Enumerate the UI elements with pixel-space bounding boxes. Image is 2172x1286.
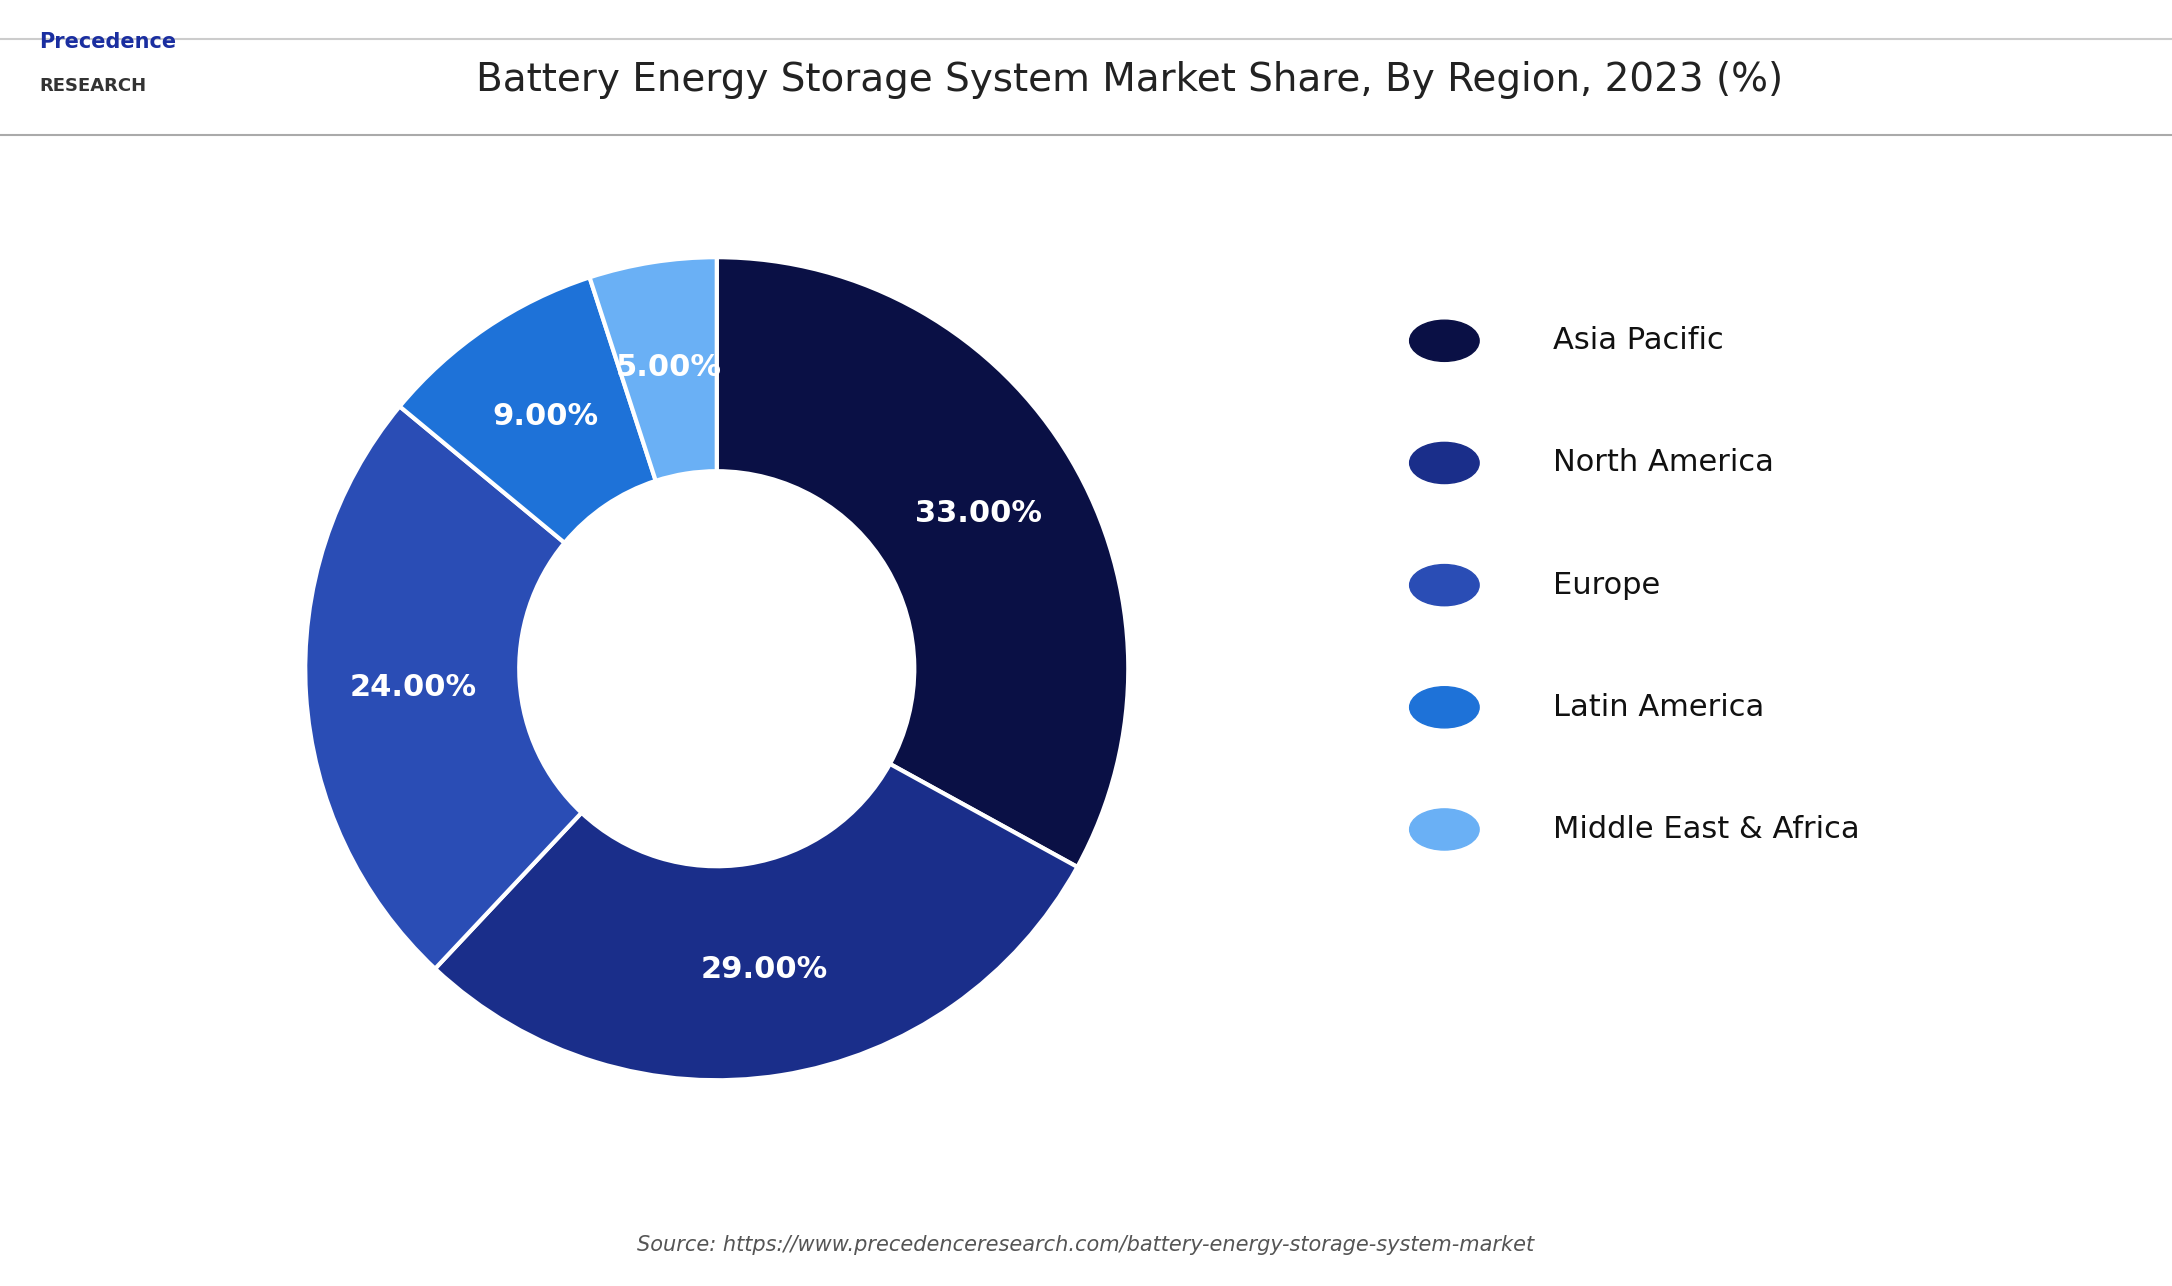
Text: Precedence: Precedence [39, 32, 176, 53]
Text: 9.00%: 9.00% [493, 403, 599, 431]
Text: RESEARCH: RESEARCH [39, 77, 146, 95]
Text: Battery Energy Storage System Market Share, By Region, 2023 (%): Battery Energy Storage System Market Sha… [476, 60, 1783, 99]
Wedge shape [306, 406, 582, 968]
Text: North America: North America [1553, 449, 1775, 477]
Text: 33.00%: 33.00% [914, 499, 1043, 529]
Wedge shape [434, 764, 1077, 1080]
Text: Asia Pacific: Asia Pacific [1553, 327, 1725, 355]
Wedge shape [400, 278, 656, 543]
Text: 5.00%: 5.00% [617, 354, 721, 382]
Text: 24.00%: 24.00% [350, 674, 476, 702]
Text: 29.00%: 29.00% [702, 955, 828, 984]
Wedge shape [589, 257, 717, 481]
Text: Europe: Europe [1553, 571, 1659, 599]
Text: Latin America: Latin America [1553, 693, 1764, 721]
Text: Middle East & Africa: Middle East & Africa [1553, 815, 1859, 844]
Text: Source: https://www.precedenceresearch.com/battery-energy-storage-system-market: Source: https://www.precedenceresearch.c… [636, 1235, 1536, 1255]
Wedge shape [717, 257, 1127, 867]
